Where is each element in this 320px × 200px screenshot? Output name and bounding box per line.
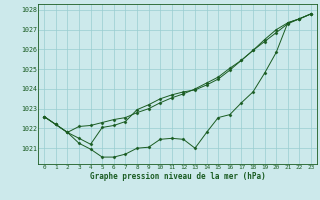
X-axis label: Graphe pression niveau de la mer (hPa): Graphe pression niveau de la mer (hPa) [90, 172, 266, 181]
